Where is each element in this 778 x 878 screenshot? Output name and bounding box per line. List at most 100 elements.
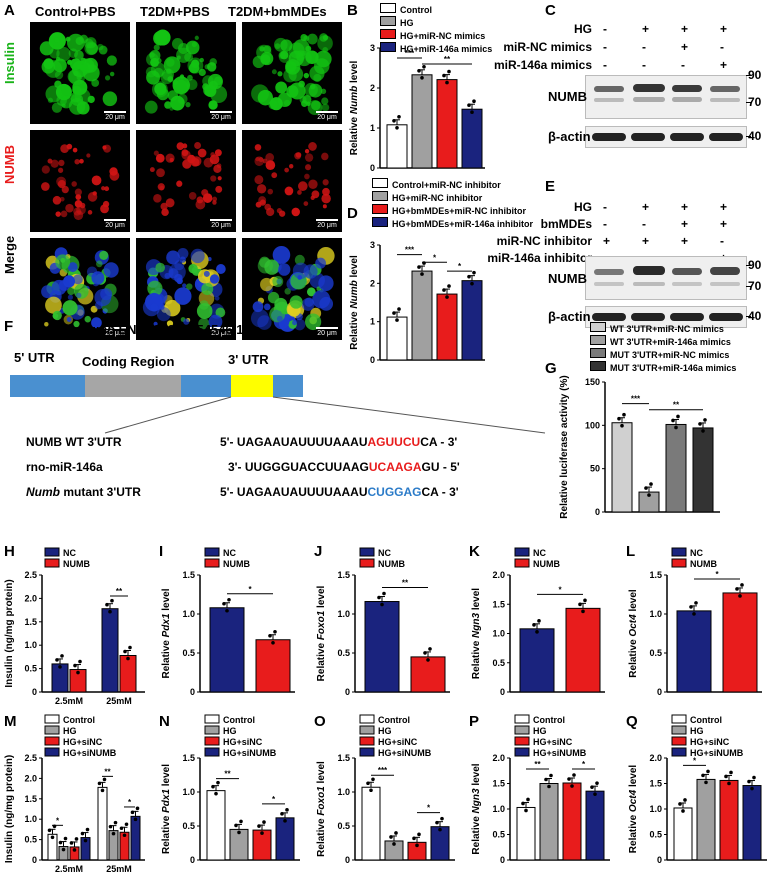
y-tick-label: 2 [370,83,375,93]
panel-letter-b: B [347,2,358,19]
panel-letter: N [159,713,170,730]
y-tick-label: 0 [595,507,600,517]
data-point [590,785,594,789]
y-tick-label: 2.0 [492,570,505,580]
legend-swatch [204,547,220,557]
gene-3utr-bar [181,375,231,397]
y-tick-label: 0 [32,687,37,697]
y-tick-label: 3 [370,43,375,53]
mw-90-c: 90 [748,68,762,82]
data-point [595,781,599,785]
y-tick-label: 0 [32,855,37,865]
scale-bar: 20 μm [104,111,126,121]
data-point [617,416,621,421]
scale-bar: 20 μm [104,327,126,337]
y-tick-label: 0.5 [492,658,505,668]
data-point [392,842,396,846]
condition-label: miR-146a mimics [493,58,592,72]
y-tick-label: 0 [345,855,350,865]
data-point [380,602,384,607]
y-tick-label: 0.5 [492,830,505,840]
condition-sign: - [642,217,646,231]
data-point [130,810,135,815]
sig-label: * [458,262,462,271]
data-point [422,65,426,69]
data-point [428,647,432,651]
data-point [689,605,693,609]
bar [384,840,404,861]
legend-swatch [671,558,687,568]
y-tick-label: 0.5 [337,821,350,831]
legend-label: HG+siNUMB [378,748,432,758]
legend-item: HG+miR-NC mimics [380,29,492,42]
panel-f-title: Numb ENST00000554546.1 [78,322,244,337]
legend-label: HG+siNUMB [223,748,277,758]
micrograph: 20 μm [136,130,236,232]
bar [108,830,119,861]
y-tick-label: 150 [585,377,600,387]
data-point [671,418,675,423]
sig-label: *** [631,395,641,404]
data-point [412,836,416,841]
bar [461,108,483,169]
zoom-lines [104,396,546,434]
panel-letter: J [314,543,322,560]
chart-q: 0 0.5 1.0 1.5 2.0 Relative Oct4 level Q Control… [626,713,767,865]
data-point [262,820,266,824]
mw-40-e: 40 [748,309,762,323]
data-point [704,780,708,785]
micrograph: 20 μm [136,22,236,124]
y-tick-label: 0.5 [24,835,37,845]
data-point [397,115,401,119]
bar [47,833,58,861]
y-tick-label: 2.5 [24,753,37,763]
data-point [389,835,393,839]
data-point [735,587,739,591]
sig-label: * [128,798,132,807]
data-point [706,769,710,774]
legend-label: HG+siNUMB [690,748,744,758]
condition-sign: + [681,22,689,36]
bar [585,790,605,861]
data-point [133,817,138,822]
y-tick-label: 1.0 [492,804,505,814]
scale-bar: 20 μm [210,327,232,337]
blot-label-actin-e: β-actin [548,309,591,324]
data-point [237,830,241,835]
sig-label: ** [104,767,111,776]
blot-label-actin-c: β-actin [548,129,591,144]
data-point [395,126,399,130]
legend-swatch [44,558,60,568]
mw-70-c: 70 [748,95,762,109]
legend-swatch [671,747,687,757]
data-point [124,822,129,827]
y-tick-label: 1.5 [182,753,195,763]
y-tick-label: 0.5 [649,830,662,840]
y-tick-label: 0 [190,855,195,865]
data-point [701,429,705,433]
condition-label: miR-146a inhibitor [487,251,592,265]
data-point [50,835,55,840]
data-point [729,770,733,775]
legend-label: HG+siNC [378,737,418,747]
data-point [97,781,102,786]
data-point [268,633,272,638]
data-point [647,493,651,497]
bar [673,807,693,861]
y-tick-label: 2.5 [24,570,37,580]
data-point [135,806,140,811]
y-tick-label: 1.0 [24,814,37,824]
scale-bar: 20 μm [316,111,338,121]
legend-swatch [359,714,375,724]
region-5utr-label: 5' UTR [14,350,55,365]
data-point [681,809,685,813]
sig-label: * [582,760,586,769]
panel-letter: M [4,713,17,730]
y-axis-label: Insulin (ng/mg protein) [4,579,15,687]
target-site-box [231,375,273,397]
legend-swatch [204,714,220,724]
data-point [549,773,553,778]
x-tick-label: 25mM [106,696,132,706]
